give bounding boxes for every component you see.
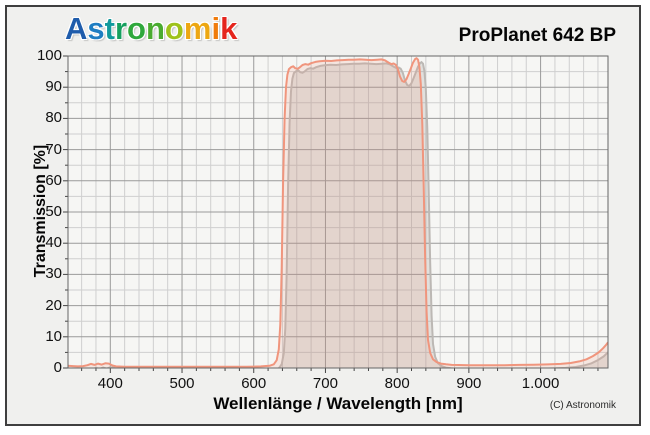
transmission-curve — [68, 57, 608, 368]
x-tick-label: 400 — [97, 375, 123, 392]
logo-letter: o — [164, 11, 184, 46]
curve-shadow — [92, 60, 608, 368]
astronomik-logo: Astronomik — [65, 11, 237, 47]
logo-letter: r — [114, 11, 128, 46]
logo-letter: m — [183, 11, 212, 46]
x-tick-label: 900 — [456, 375, 482, 392]
copyright-note: (C) Astronomik — [549, 400, 616, 411]
y-tick-label: 80 — [45, 109, 62, 127]
y-tick-label: 30 — [45, 265, 62, 283]
x-axis-title: Wellenlänge / Wavelength [nm] — [213, 394, 463, 413]
x-tick-label: 1.000 — [521, 375, 560, 392]
plot-frame — [67, 55, 609, 369]
logo-letter: k — [220, 11, 238, 46]
y-tick-label: 50 — [45, 203, 62, 220]
logo-letter: A — [65, 11, 88, 46]
y-tick-label: 60 — [45, 171, 62, 189]
gridlines-major — [68, 56, 608, 368]
y-tick-label: 100 — [36, 47, 62, 64]
y-tick-label: 10 — [45, 327, 62, 345]
transmission-chart — [63, 55, 609, 373]
logo-letter: n — [145, 11, 165, 46]
chart-panel: Astronomik ProPlanet 642 BP 100 90 80 70 60 5… — [5, 5, 641, 426]
y-tick-label: 0 — [53, 359, 62, 376]
product-title: ProPlanet 642 BP — [458, 25, 616, 46]
x-tick-label: 700 — [312, 375, 338, 392]
y-tick-label: 90 — [45, 78, 62, 96]
logo-letter: t — [104, 11, 115, 46]
y-tick-label: 20 — [45, 296, 62, 314]
y-tick-label: 40 — [45, 234, 62, 252]
logo-letter: i — [211, 11, 221, 46]
plot-area — [63, 55, 609, 373]
transmission-area-fill — [68, 58, 608, 368]
x-tick-label: 500 — [169, 375, 195, 392]
y-axis-title: Transmission [%] — [32, 144, 49, 278]
logo-letter: s — [87, 11, 105, 46]
y-tick-label: 70 — [45, 140, 62, 158]
logo-letter: o — [127, 11, 146, 46]
x-tick-label: 800 — [384, 375, 410, 392]
x-tick-label: 600 — [241, 375, 267, 392]
